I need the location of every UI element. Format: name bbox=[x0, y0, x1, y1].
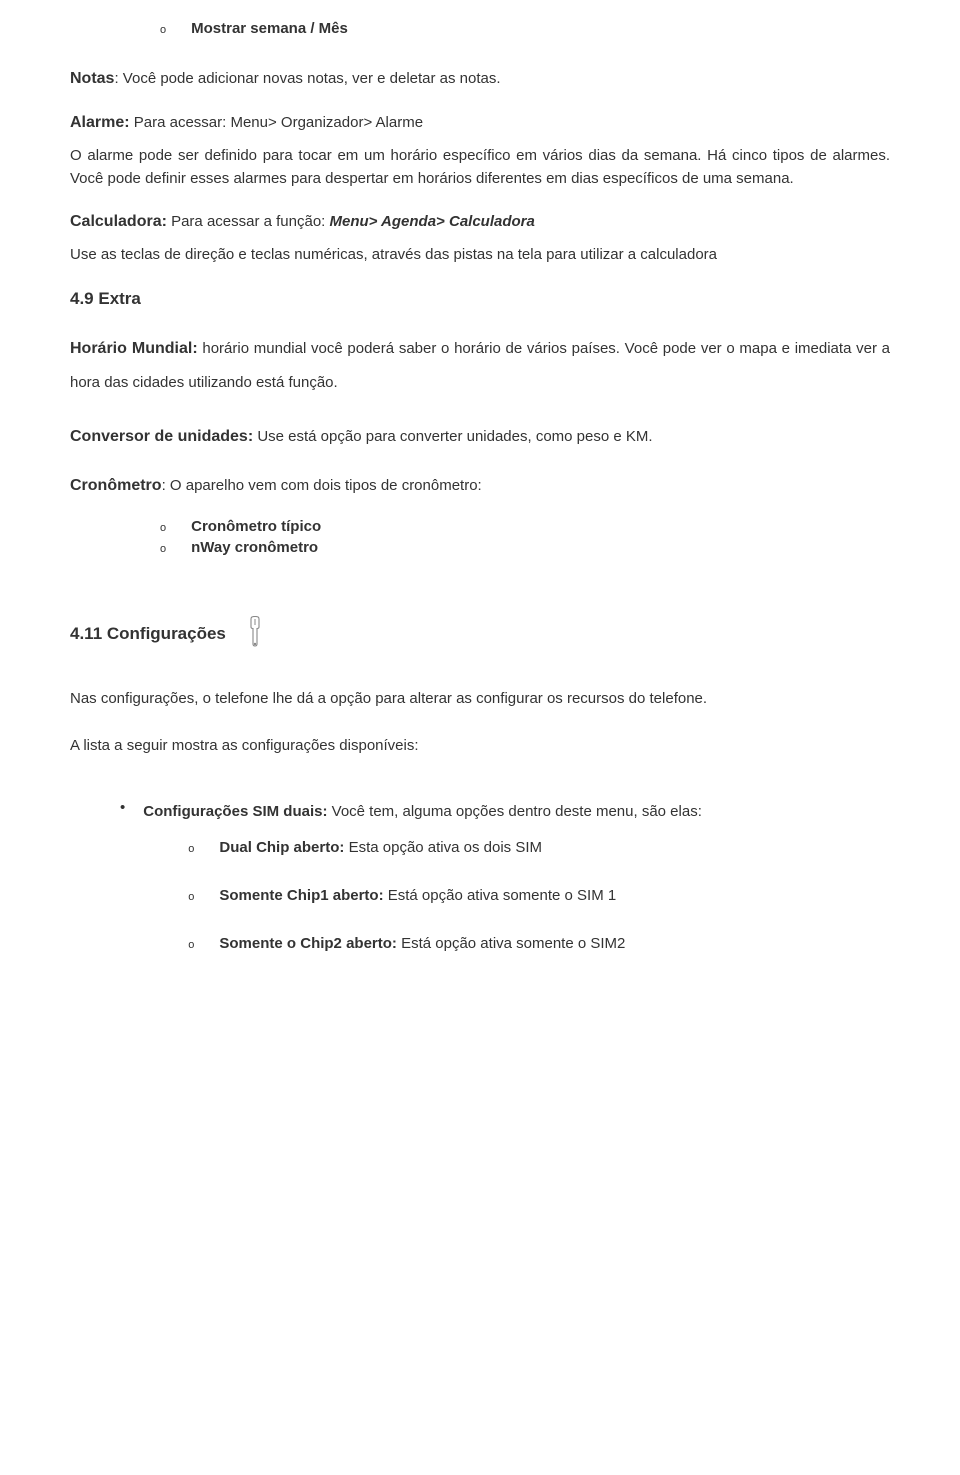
alarme-head-paragraph: Alarme: Para acessar: Menu> Organizador>… bbox=[70, 111, 890, 135]
wrench-icon bbox=[246, 616, 264, 652]
alarme-lead: Alarme: bbox=[70, 114, 130, 131]
config-intro-paragraph: Nas configurações, o telefone lhe dá a o… bbox=[70, 682, 890, 715]
calculadora-body-paragraph: Use as teclas de direção e teclas numéri… bbox=[70, 244, 890, 267]
sim-lead: Configurações SIM duais: bbox=[143, 803, 327, 820]
calculadora-head-paragraph: Calculadora: Para acessar a função: Menu… bbox=[70, 210, 890, 234]
cronometro-colon: : bbox=[162, 477, 170, 494]
opt-body: Está opção ativa somente o SIM 1 bbox=[384, 887, 617, 904]
list-item: o Somente Chip1 aberto: Está opção ativa… bbox=[188, 881, 890, 911]
list-content: Somente Chip1 aberto: Está opção ativa s… bbox=[219, 881, 890, 911]
config-heading-row: 4.11 Configurações bbox=[70, 616, 890, 652]
sim-bullet-list: • Configurações SIM duais: Você tem, alg… bbox=[70, 797, 890, 977]
list-item: o Dual Chip aberto: Esta opção ativa os … bbox=[188, 833, 890, 863]
config-list-intro: A lista a seguir mostra as configurações… bbox=[70, 737, 419, 754]
config-list-intro-paragraph: A lista a seguir mostra as configurações… bbox=[70, 735, 890, 758]
bullet-marker: • bbox=[120, 797, 125, 977]
list-marker: o bbox=[160, 24, 166, 36]
horario-lead: Horário Mundial: bbox=[70, 340, 198, 357]
document-page: o Mostrar semana / Mês Notas: Você pode … bbox=[0, 0, 960, 1023]
cronometro-sub-list: o Cronômetro típico o nWay cronômetro bbox=[70, 518, 890, 556]
calculadora-body: Use as teclas de direção e teclas numéri… bbox=[70, 246, 717, 263]
notas-lead: Notas bbox=[70, 70, 114, 87]
opt-lead: Dual Chip aberto: bbox=[219, 839, 344, 856]
list-marker: o bbox=[160, 522, 166, 534]
config-intro: Nas configurações, o telefone lhe dá a o… bbox=[70, 690, 707, 707]
conversor-body: Use está opção para converter unidades, … bbox=[253, 428, 652, 445]
calculadora-path-bold: Menu> Agenda> Calculadora bbox=[330, 213, 535, 230]
calculadora-lead: Calculadora: bbox=[70, 213, 167, 230]
list-item: • Configurações SIM duais: Você tem, alg… bbox=[120, 797, 890, 977]
list-content: Dual Chip aberto: Esta opção ativa os do… bbox=[219, 833, 890, 863]
list-marker: o bbox=[188, 886, 194, 908]
extra-heading: 4.9 Extra bbox=[70, 289, 890, 309]
opt-body: Está opção ativa somente o SIM2 bbox=[397, 935, 625, 952]
list-item: o Cronômetro típico bbox=[160, 518, 890, 535]
conversor-lead: Conversor de unidades: bbox=[70, 428, 253, 445]
cronometro-body: O aparelho vem com dois tipos de cronôme… bbox=[170, 477, 482, 494]
list-label: nWay cronômetro bbox=[191, 539, 318, 556]
opt-lead: Somente Chip1 aberto: bbox=[219, 887, 383, 904]
notas-colon: : bbox=[114, 70, 122, 87]
sim-body: Você tem, alguma opções dentro deste men… bbox=[327, 803, 701, 820]
list-item: o Mostrar semana / Mês bbox=[160, 20, 890, 37]
conversor-paragraph: Conversor de unidades: Use está opção pa… bbox=[70, 419, 890, 454]
list-marker: o bbox=[160, 543, 166, 555]
horario-paragraph: Horário Mundial: horário mundial você po… bbox=[70, 331, 890, 399]
opt-body: Esta opção ativa os dois SIM bbox=[344, 839, 542, 856]
bullet-content: Configurações SIM duais: Você tem, algum… bbox=[143, 797, 890, 977]
notas-paragraph: Notas: Você pode adicionar novas notas, … bbox=[70, 67, 890, 91]
list-marker: o bbox=[188, 838, 194, 860]
top-sub-list: o Mostrar semana / Mês bbox=[70, 20, 890, 37]
cronometro-paragraph: Cronômetro: O aparelho vem com dois tipo… bbox=[70, 474, 890, 498]
alarme-body-paragraph: O alarme pode ser definido para tocar em… bbox=[70, 145, 890, 190]
list-marker: o bbox=[188, 934, 194, 956]
cronometro-lead: Cronômetro bbox=[70, 477, 162, 494]
list-label: Mostrar semana / Mês bbox=[191, 20, 348, 37]
calculadora-path-prefix: Para acessar a função: bbox=[167, 213, 330, 230]
notas-body: Você pode adicionar novas notas, ver e d… bbox=[123, 70, 501, 87]
alarme-path: Para acessar: Menu> Organizador> Alarme bbox=[130, 114, 423, 131]
list-item: o Somente o Chip2 aberto: Está opção ati… bbox=[188, 929, 890, 959]
config-heading: 4.11 Configurações bbox=[70, 624, 226, 644]
sim-sub-list: o Dual Chip aberto: Esta opção ativa os … bbox=[143, 833, 890, 959]
list-item: o nWay cronômetro bbox=[160, 539, 890, 556]
list-label: Cronômetro típico bbox=[191, 518, 321, 535]
opt-lead: Somente o Chip2 aberto: bbox=[219, 935, 397, 952]
alarme-body: O alarme pode ser definido para tocar em… bbox=[70, 147, 890, 187]
list-content: Somente o Chip2 aberto: Está opção ativa… bbox=[219, 929, 890, 959]
